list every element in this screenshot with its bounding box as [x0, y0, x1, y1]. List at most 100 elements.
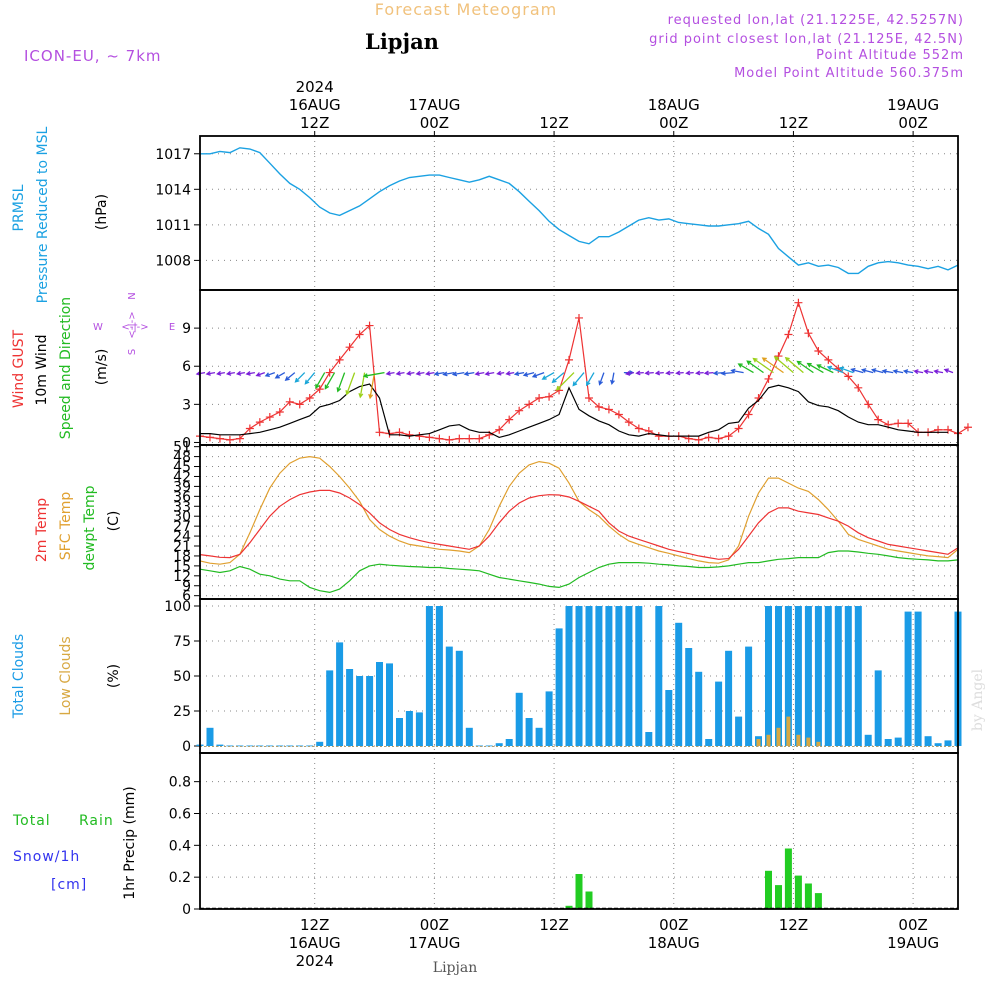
wind-direction-arrow: [761, 357, 784, 374]
wind-direction-arrow: [654, 370, 664, 376]
gust-marker: [325, 368, 334, 377]
total-cloud-bar: [655, 606, 663, 746]
total-cloud-bar: [595, 606, 603, 746]
gust-marker: [415, 432, 424, 441]
gust-marker: [824, 355, 833, 364]
dewpt-label: dewpt Temp: [82, 485, 98, 570]
meteogram-panels: 1008101110141017036969121518212427303336…: [155, 135, 972, 918]
top-time-label: 16AUG: [289, 96, 341, 114]
gust-marker: [894, 419, 903, 428]
total-cloud-bar: [814, 606, 822, 746]
wind-dir-label: Speed and Direction: [58, 297, 74, 439]
wind-direction-arrow: [881, 368, 894, 374]
gust-marker: [285, 397, 294, 406]
wind-direction-arrow: [225, 370, 236, 376]
wind-direction-arrow: [315, 372, 326, 389]
top-time-label: 12Z: [779, 114, 808, 132]
gust-marker: [275, 407, 284, 416]
gust-marker: [694, 435, 703, 444]
total-cloud-bar: [715, 681, 723, 746]
wind-direction-arrow: [826, 365, 844, 374]
total-cloud-bar: [545, 691, 553, 746]
low-cloud-bar: [796, 734, 801, 746]
prmsl-unit-label: (hPa): [94, 194, 110, 230]
wind-direction-arrow: [264, 371, 276, 378]
total-cloud-bar: [316, 741, 324, 746]
precip-panel: 0 0.2 0.4 0.6 0.8: [169, 752, 959, 918]
low-cloud-bar: [786, 716, 791, 746]
clouds-tick-label: 25: [173, 704, 191, 720]
compass-horizontal: <-|->: [121, 322, 148, 333]
gust-marker: [575, 313, 583, 322]
total-cloud-bar: [555, 628, 563, 746]
total-cloud-bar: [645, 732, 653, 746]
wind-direction-arrow: [665, 370, 674, 376]
gust-marker: [255, 418, 264, 427]
total-cloud-bar: [286, 745, 294, 747]
gust-marker: [963, 423, 972, 432]
dewpt-line: [199, 550, 959, 594]
total-cloud-bar: [276, 745, 284, 747]
rain-bar: [775, 885, 782, 909]
compass-north: N: [127, 292, 138, 299]
total-cloud-bar: [396, 718, 403, 746]
grid-point-location: grid point closest lon,lat (21.125E, 42.…: [649, 32, 964, 47]
top-time-label: 00Z: [659, 114, 688, 132]
total-cloud-bar: [735, 716, 743, 746]
wind-direction-arrow: [255, 371, 266, 377]
wind-direction-arrow: [474, 371, 485, 377]
total-cloud-bar: [874, 670, 882, 746]
t2m-label: 2m Temp: [34, 498, 50, 562]
wind-direction-arrow: [923, 369, 934, 375]
compass-south: S: [127, 349, 138, 355]
gust-marker: [764, 374, 773, 383]
wind-direction-arrow: [362, 371, 385, 379]
cloud-labels: Total Clouds Low Clouds (%): [11, 634, 122, 719]
top-time-label: 19AUG: [887, 96, 939, 114]
total-cloud-bar: [535, 727, 543, 746]
wind-tick-label: 3: [182, 397, 191, 413]
wind-direction-arrow: [816, 364, 834, 374]
wind-direction-arrow: [644, 370, 654, 376]
wind-direction-arrow: [368, 372, 376, 400]
total-cloud-bar: [336, 642, 344, 746]
gust-marker: [315, 385, 324, 394]
total-cloud-bar: [685, 648, 693, 746]
gust-line: [199, 300, 969, 441]
gust-marker: [535, 393, 544, 402]
precip-tick-label: 0.2: [169, 870, 191, 886]
gust-marker: [515, 406, 524, 415]
temperature-tick-label: 18: [173, 549, 191, 565]
wind-direction-arrow: [531, 371, 545, 378]
snow-unit-label: [cm]: [51, 877, 87, 893]
wind-direction-arrow: [551, 372, 565, 384]
gust-marker: [565, 355, 574, 364]
temperature-tick-label: 24: [173, 529, 191, 545]
wind-direction-arrow: [484, 371, 495, 377]
bottom-time-label: 00Z: [659, 916, 688, 934]
total-label: Total: [12, 813, 51, 829]
temperature-tick-label: 36: [173, 489, 191, 505]
precip-tick-label: 0.4: [169, 838, 191, 854]
rain-bar: [794, 875, 802, 909]
wind-direction-arrow: [513, 371, 525, 377]
temp-labels: 2m Temp SFC Temp dewpt Temp (C): [34, 485, 122, 570]
wind-direction-arrow: [572, 372, 585, 387]
total-cloud-bar: [246, 745, 254, 747]
compass-vertical: <-|->: [127, 311, 138, 338]
gust-marker: [365, 321, 374, 330]
wind-direction-arrow: [870, 368, 884, 374]
gust-marker: [584, 393, 593, 402]
total-clouds-label: Total Clouds: [11, 634, 27, 719]
total-cloud-bar: [665, 690, 673, 746]
gust-marker: [525, 400, 534, 409]
wind-tick-label: 6: [182, 359, 191, 375]
wind-direction-arrow: [838, 366, 854, 374]
precip-tick-label: 0.8: [169, 775, 191, 791]
wind-direction-arrow: [806, 362, 824, 374]
footer-station: Lipjan: [433, 960, 477, 976]
gust-marker: [804, 329, 813, 338]
